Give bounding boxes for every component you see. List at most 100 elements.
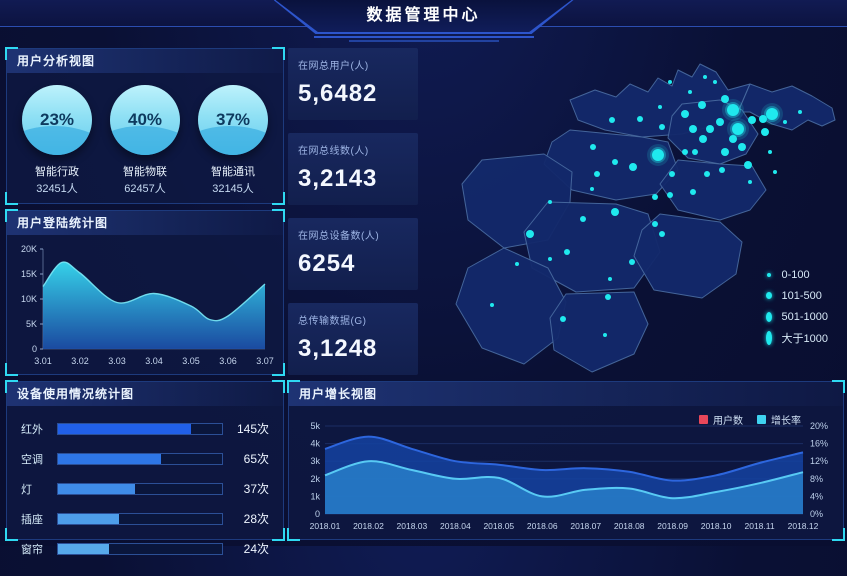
panel-title-login-stats: 用户登陆统计图 bbox=[7, 211, 283, 235]
gauge-circle[interactable]: 23% bbox=[22, 85, 92, 155]
map-dot bbox=[560, 316, 566, 322]
map-region[interactable] bbox=[633, 213, 743, 299]
map-dot bbox=[699, 135, 707, 143]
corner-bracket-icon bbox=[5, 209, 18, 222]
svg-text:5K: 5K bbox=[26, 319, 37, 329]
map-legend-item[interactable]: 101-500 bbox=[765, 285, 829, 306]
corner-bracket-icon bbox=[5, 528, 18, 541]
svg-text:2018.05: 2018.05 bbox=[483, 521, 514, 531]
svg-text:2018.04: 2018.04 bbox=[440, 521, 471, 531]
map-dot bbox=[761, 128, 769, 136]
svg-text:2018.02: 2018.02 bbox=[353, 521, 384, 531]
region-map-panel: 0-100 101-500 501-1000 大于1000 bbox=[420, 42, 844, 378]
gauge-count: 62457人 bbox=[124, 183, 166, 195]
bar-label: 红外 bbox=[21, 423, 43, 436]
map-region[interactable] bbox=[549, 291, 649, 373]
svg-text:3.06: 3.06 bbox=[219, 356, 237, 366]
svg-text:5k: 5k bbox=[310, 421, 320, 431]
map-dot bbox=[652, 149, 664, 161]
legend-label: 大于1000 bbox=[781, 332, 828, 345]
map-dot bbox=[719, 167, 725, 173]
map-dot bbox=[688, 90, 692, 94]
legend-dot-box bbox=[765, 311, 782, 322]
map-dot bbox=[564, 249, 570, 255]
gauge-circle[interactable]: 40% bbox=[110, 85, 180, 155]
map-legend-item[interactable]: 0-100 bbox=[766, 264, 829, 285]
map-region[interactable] bbox=[659, 159, 767, 221]
svg-text:3.05: 3.05 bbox=[182, 356, 200, 366]
svg-text:0%: 0% bbox=[810, 509, 823, 519]
corner-bracket-icon bbox=[832, 380, 845, 393]
map-dot bbox=[668, 80, 672, 84]
svg-text:2018.06: 2018.06 bbox=[527, 521, 558, 531]
map-legend-item[interactable]: 501-1000 bbox=[765, 306, 829, 327]
map-legend: 0-100 101-500 501-1000 大于1000 bbox=[765, 264, 829, 348]
legend-label: 501-1000 bbox=[781, 310, 829, 323]
corner-bracket-icon bbox=[5, 47, 18, 60]
svg-text:2018.07: 2018.07 bbox=[570, 521, 601, 531]
growth-area-chart[interactable]: 0 0% 1k 4% 2k 8% 3k 12% 4k 16% 5k 20% 2018.01 2018.02… bbox=[295, 410, 839, 540]
map-legend-item[interactable]: 大于1000 bbox=[765, 327, 829, 348]
banner-inner-shape bbox=[275, 0, 572, 32]
legend-swatch-icon bbox=[757, 415, 766, 424]
map-dot bbox=[721, 95, 729, 103]
map-dot bbox=[652, 194, 658, 200]
bar-track[interactable] bbox=[57, 542, 223, 555]
svg-text:12%: 12% bbox=[810, 456, 828, 466]
corner-bracket-icon bbox=[287, 528, 300, 541]
map-dot bbox=[594, 171, 600, 177]
bar-row: 窗帘 24次 bbox=[21, 540, 269, 557]
map-region[interactable] bbox=[523, 201, 661, 293]
liquid-gauges: 23% 智能行政 32451人 40% 智能物联 62457人 37% 智能通讯 32145人 bbox=[7, 73, 283, 196]
bar-track[interactable] bbox=[57, 452, 223, 465]
svg-text:3.01: 3.01 bbox=[34, 356, 52, 366]
bar-track[interactable] bbox=[57, 422, 223, 435]
panel-device-usage: 设备使用情况统计图 红外 145次 空调 65次灯 37次 插座 28次 窗帘 24次 bbox=[5, 380, 285, 556]
map-region[interactable] bbox=[543, 129, 679, 201]
liquid-gauge: 23% 智能行政 32451人 bbox=[15, 85, 99, 196]
login-area-chart[interactable]: 0 5K 10K 15K 20K 3.01 3.02 3.03 3.04 3.05 3.06 3.07 bbox=[13, 239, 277, 373]
map-dot bbox=[603, 333, 607, 337]
svg-text:3.04: 3.04 bbox=[145, 356, 163, 366]
bar-track[interactable] bbox=[57, 482, 223, 495]
header-bar: 数据管理中心 bbox=[0, 0, 847, 42]
map-dot bbox=[732, 123, 744, 135]
legend-dot-box bbox=[765, 292, 782, 299]
legend-item-growth[interactable]: 增长率 bbox=[757, 412, 801, 427]
panel-login-stats: 用户登陆统计图 0 5K 10K 15K 20K 3.01 3.02 3.03 3.04 3.05… bbox=[5, 209, 285, 376]
corner-bracket-icon bbox=[272, 209, 285, 222]
legend-dot-icon bbox=[765, 292, 772, 299]
bar-value: 24次 bbox=[243, 542, 269, 556]
bar-value: 28次 bbox=[243, 512, 269, 526]
map-dot bbox=[652, 221, 658, 227]
panel-title-user-analysis: 用户分析视图 bbox=[7, 49, 283, 73]
map-dot bbox=[698, 101, 706, 109]
map-region[interactable] bbox=[455, 247, 567, 365]
map-dot bbox=[759, 115, 767, 123]
map-dot bbox=[490, 303, 494, 307]
corner-bracket-icon bbox=[5, 192, 18, 205]
bar-value: 37次 bbox=[243, 482, 269, 496]
stat-cards-column: 在网总用户(人) 5,6482 在网总线数(人) 3,2143 在网总设备数(人) 625… bbox=[288, 48, 418, 375]
map-dot bbox=[706, 125, 714, 133]
bar-fill bbox=[58, 513, 119, 524]
svg-text:1k: 1k bbox=[310, 491, 320, 501]
legend-item-users[interactable]: 用户数 bbox=[699, 412, 743, 427]
svg-text:15K: 15K bbox=[21, 269, 37, 279]
bar-label: 窗帘 bbox=[21, 543, 43, 556]
legend-label: 101-500 bbox=[781, 289, 822, 302]
svg-text:3.03: 3.03 bbox=[108, 356, 126, 366]
map-dot bbox=[783, 120, 787, 124]
gauge-circle[interactable]: 37% bbox=[198, 85, 268, 155]
svg-text:2k: 2k bbox=[310, 474, 320, 484]
bar-row: 空调 65次 bbox=[21, 450, 269, 467]
gauge-percent: 23% bbox=[39, 110, 75, 129]
map-dot bbox=[611, 208, 619, 216]
app-title-banner: 数据管理中心 bbox=[273, 0, 574, 34]
gauge-label: 智能物联 bbox=[123, 166, 167, 178]
stat-value: 5,6482 bbox=[298, 80, 378, 107]
stat-card: 在网总用户(人) 5,6482 bbox=[288, 48, 418, 120]
bar-track[interactable] bbox=[57, 512, 223, 525]
bar-label: 插座 bbox=[21, 513, 43, 526]
region-map[interactable] bbox=[420, 42, 844, 378]
